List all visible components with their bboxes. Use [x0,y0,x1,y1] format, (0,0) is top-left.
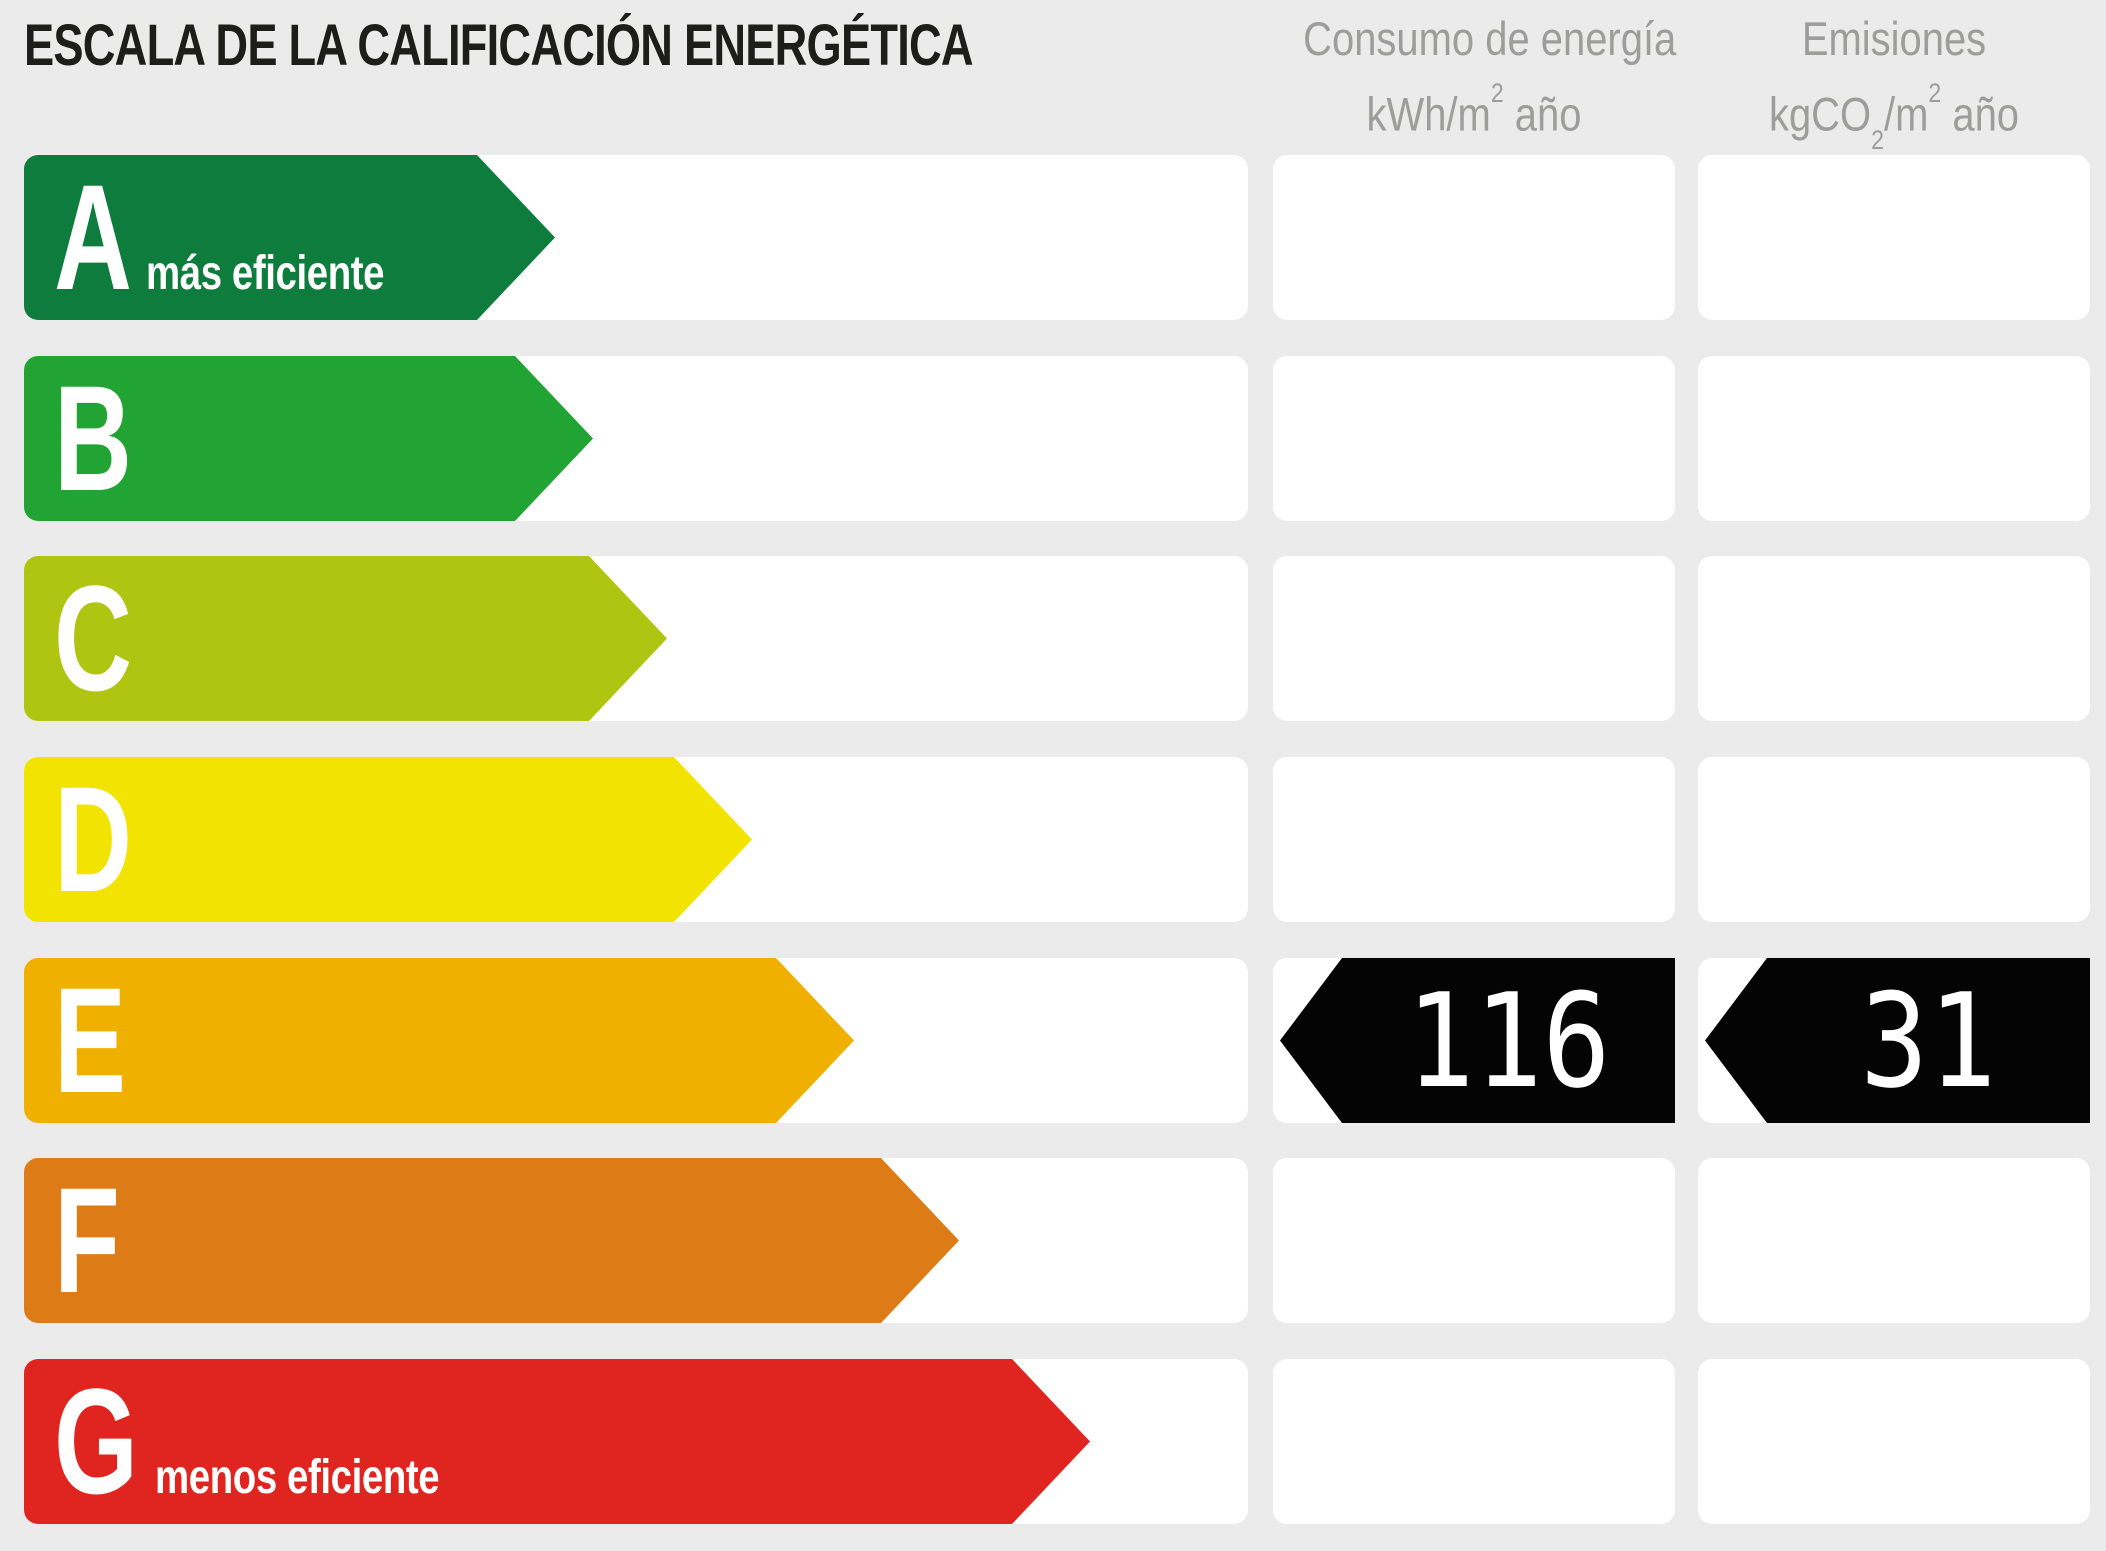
emissions-cell-a [1698,155,2090,320]
energy-unit-part: año [1503,87,1582,141]
energy-cell-b [1273,356,1675,521]
emissions-unit-part: año [1941,87,2020,141]
emissions-cell-b [1698,356,2090,521]
rating-bar-d-shape [24,757,752,922]
rating-row-f: F [0,1158,2106,1323]
energy-column-header: Consumo de energía kWh/m2 año [1273,6,1677,148]
emissions-unit-part: /m [1883,87,1929,141]
rating-bar-a-shape [24,155,555,320]
rating-bar-e-shape [24,958,854,1123]
rating-bar-c-shape [24,556,667,721]
rating-letter-c: C [54,556,132,721]
energy-cell-g [1273,1359,1675,1524]
emissions-cell-f [1698,1158,2090,1323]
energy-header-title: Consumo de energía [1303,12,1677,65]
energy-value-arrow: 116 [1280,958,1675,1123]
rating-bar-d: D [24,757,752,922]
energy-unit-part: kWh/m [1366,87,1491,141]
rating-bar-e: E [24,958,854,1123]
emissions-unit-sup: 2 [1928,76,1942,108]
rating-row-b: B [0,356,2106,521]
rating-bar-b: B [24,356,593,521]
rating-row-a: A más eficiente [0,155,2106,320]
rating-bar-c: C [24,556,667,721]
rating-bar-a: A más eficiente [24,155,555,320]
energy-cell-a [1273,155,1675,320]
energy-unit-sup: 2 [1490,76,1504,108]
emissions-header-title: Emisiones [1801,12,1987,65]
bar-track-d: D [24,757,1248,922]
bar-track-b: B [24,356,1248,521]
bar-track-c: C [24,556,1248,721]
emissions-cell-e: 31 [1698,958,2090,1123]
energy-cell-e: 116 [1273,958,1675,1123]
emissions-column-header: Emisiones kgCO2/m2 año [1698,6,2090,165]
energy-value: 116 [1406,964,1611,1117]
rating-note-a: más eficiente [146,247,385,300]
rating-row-d: D [0,757,2106,922]
rating-note-g: menos eficiente [154,1451,440,1504]
emissions-cell-g [1698,1359,2090,1524]
rating-letter-a: A [54,155,132,320]
energy-cell-d [1273,757,1675,922]
emissions-unit-sub: 2 [1871,123,1884,155]
emissions-value-arrow: 31 [1705,958,2090,1123]
bar-track-a: A más eficiente [24,155,1248,320]
emissions-cell-d [1698,757,2090,922]
rating-letter-e: E [54,958,127,1123]
rating-bar-g: G menos eficiente [24,1359,1090,1524]
bar-track-g: G menos eficiente [24,1359,1248,1524]
rating-row-c: C [0,556,2106,721]
emissions-unit-part: kgCO [1768,87,1872,141]
rating-letter-g: G [54,1359,139,1524]
rating-letter-b: B [54,356,132,521]
rating-row-g: G menos eficiente [0,1359,2106,1524]
bar-track-f: F [24,1158,1248,1323]
energy-cell-f [1273,1158,1675,1323]
energy-header-unit: kWh/m2 año [1303,72,1645,148]
page-title: ESCALA DE LA CALIFICACIÓN ENERGÉTICA [24,13,974,78]
emissions-header-unit: kgCO2/m2 año [1727,72,2060,165]
rating-bar-f-shape [24,1158,959,1323]
rating-row-e: E 116 31 [0,958,2106,1123]
bar-track-e: E [24,958,1248,1123]
rating-bar-g-shape [24,1359,1090,1524]
emissions-cell-c [1698,556,2090,721]
rating-bar-b-shape [24,356,593,521]
rating-letter-d: D [54,757,132,922]
rating-letter-f: F [54,1158,120,1323]
energy-cell-c [1273,556,1675,721]
emissions-value: 31 [1860,964,1997,1117]
rating-bar-f: F [24,1158,959,1323]
